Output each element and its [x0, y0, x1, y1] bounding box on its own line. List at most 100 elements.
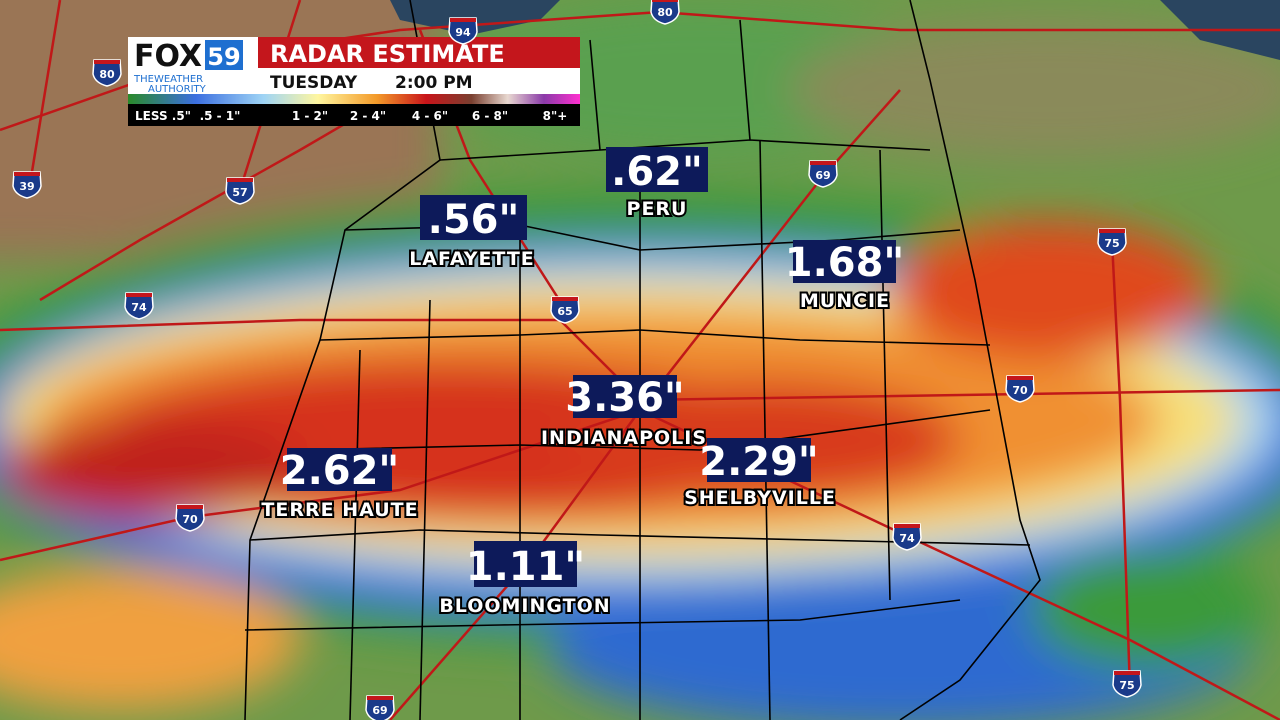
shield-top — [894, 524, 920, 528]
interstate-shields: 94 80 80 39 57 74 65 69 70 70 74 75 75 69 — [12, 0, 1142, 720]
rain-amount: 3.36" — [565, 375, 685, 421]
shield-shape — [12, 171, 42, 199]
city-marker: 1.11" BLOOMINGTON — [437, 541, 612, 619]
rain-amount: .56" — [428, 197, 520, 243]
amount-box — [793, 240, 896, 283]
rain-amount: 1.11" — [466, 544, 586, 590]
shield-number: 70 — [1012, 384, 1028, 397]
interstate-shield: 69 — [365, 695, 395, 720]
logo-number: 59 — [207, 43, 240, 71]
tagline: THEWEATHER — [133, 74, 203, 85]
shield-number: 74 — [899, 532, 915, 545]
header: FOX 59 THEWEATHER AUTHORITY RADAR ESTIMA… — [128, 37, 580, 126]
city-name: INDIANAPOLIS — [541, 427, 707, 449]
shield-shape — [808, 160, 838, 188]
city-name: PERU — [627, 198, 688, 220]
legend-label: 6 - 8" — [472, 109, 508, 123]
shield-top — [552, 297, 578, 301]
logo-badge — [205, 40, 243, 70]
shield-number: 57 — [232, 186, 247, 199]
tagline: AUTHORITY — [148, 84, 207, 95]
interstate-shield: 69 — [808, 160, 838, 188]
city-marker: 2.62" TERRE HAUTE — [259, 448, 420, 523]
amount-box — [606, 147, 708, 192]
interstate-shield: 74 — [124, 292, 154, 320]
city-marker: .62" PERU — [606, 147, 708, 222]
city-name: SHELBYVILLE — [684, 487, 836, 509]
color-scale — [128, 94, 580, 104]
legend: LESS .5" .5 - 1" 1 - 2" 2 - 4" 4 - 6" 6 - 8" 8… — [135, 109, 567, 123]
shield-number: 39 — [19, 180, 34, 193]
county-lines — [244, 0, 1041, 720]
shield-top — [810, 161, 836, 165]
day: TUESDAY — [270, 73, 358, 93]
shield-shape — [448, 17, 478, 45]
shield-shape — [124, 292, 154, 320]
logo: FOX — [134, 39, 202, 74]
city-marker: .56" LAFAYETTE — [407, 195, 536, 272]
shield-shape — [550, 296, 580, 324]
shield-number: 69 — [815, 169, 830, 182]
interstate-shield: 75 — [1097, 228, 1127, 256]
interstate-shield: 80 — [650, 0, 680, 25]
amount-box — [474, 541, 577, 587]
city-name: TERRE HAUTE — [261, 499, 418, 521]
shield-shape — [892, 523, 922, 551]
shield-number: 74 — [131, 301, 147, 314]
interstate-shield: 65 — [550, 296, 580, 324]
interstate-shield: 57 — [225, 177, 255, 205]
shield-shape — [225, 177, 255, 205]
time: 2:00 PM — [395, 73, 473, 93]
rain-amount: .62" — [611, 149, 703, 195]
rain-amount: 2.62" — [280, 448, 400, 494]
city-name: LAFAYETTE — [409, 248, 535, 270]
title: RADAR ESTIMATE — [270, 40, 505, 68]
shield-top — [367, 696, 393, 700]
shield-number: 80 — [657, 6, 673, 19]
shield-top — [14, 172, 40, 176]
city-marker: 2.29"SHELBYVILLE — [682, 438, 837, 511]
shield-shape — [1112, 670, 1142, 698]
amount-box — [573, 375, 677, 418]
shield-top — [1007, 376, 1033, 380]
city-marker: 1.68" MUNCIE — [785, 240, 905, 314]
amount-box — [420, 195, 527, 240]
shield-number: 94 — [455, 26, 471, 39]
rain-amount: 1.68" — [785, 240, 905, 286]
shield-shape — [175, 504, 205, 532]
shield-number: 70 — [182, 513, 198, 526]
legend-label: 1 - 2" — [292, 109, 328, 123]
amount-box — [287, 448, 392, 491]
interstate-shield: 74 — [892, 523, 922, 551]
legend-label: LESS .5" — [135, 109, 191, 123]
shield-shape — [1005, 375, 1035, 403]
shield-top — [94, 60, 120, 64]
shield-shape — [1097, 228, 1127, 256]
shield-number: 75 — [1119, 679, 1134, 692]
interstate-shield: 75 — [1112, 670, 1142, 698]
legend-label: 4 - 6" — [412, 109, 448, 123]
legend-bar — [128, 104, 580, 126]
shield-shape — [365, 695, 395, 720]
shield-top — [1099, 229, 1125, 233]
legend-label: .5 - 1" — [200, 109, 241, 123]
shield-top — [177, 505, 203, 509]
interstate-shield: 80 — [92, 59, 122, 87]
shield-number: 65 — [557, 305, 572, 318]
amount-box — [707, 438, 811, 482]
rain-amount: 2.29" — [699, 439, 819, 485]
legend-label: 8"+ — [543, 109, 568, 123]
cities: .56" LAFAYETTE .62" PERU 1.68" MUNCIE 3.36" IND… — [259, 147, 905, 619]
shield-top — [652, 0, 678, 2]
shield-top — [227, 178, 253, 182]
interstate-shield: 70 — [1005, 375, 1035, 403]
shield-shape — [650, 0, 680, 25]
shield-top — [126, 293, 152, 297]
title-banner — [258, 37, 580, 68]
city-name: BLOOMINGTON — [439, 595, 610, 617]
shield-shape — [92, 59, 122, 87]
city-name: MUNCIE — [800, 290, 890, 312]
shield-number: 80 — [99, 68, 115, 81]
interstate-shield: 94 — [448, 17, 478, 45]
